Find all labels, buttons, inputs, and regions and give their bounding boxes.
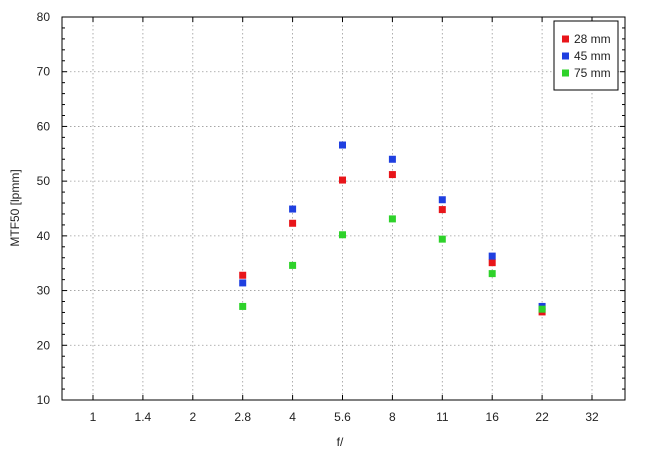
legend: 28 mm 45 mm 75 mm xyxy=(553,20,619,91)
x-tick-label: 5.6 xyxy=(334,410,351,424)
x-tick-label: 8 xyxy=(389,410,396,424)
x-tick-label: 2.8 xyxy=(234,410,251,424)
legend-label: 28 mm xyxy=(574,32,611,46)
legend-label: 75 mm xyxy=(574,66,611,80)
data-point xyxy=(339,231,346,239)
data-point xyxy=(388,215,396,223)
x-tick-label: 1 xyxy=(90,410,97,424)
legend-swatch xyxy=(562,69,569,77)
y-tick-label: 40 xyxy=(37,229,51,243)
data-point xyxy=(488,259,496,267)
data-point xyxy=(339,141,346,149)
data-point xyxy=(438,206,446,214)
data-point xyxy=(488,252,496,260)
data-point xyxy=(438,196,446,204)
data-points xyxy=(239,141,546,316)
data-point xyxy=(388,171,396,179)
data-point xyxy=(488,270,496,278)
data-point xyxy=(339,176,346,184)
y-tick-label: 10 xyxy=(37,393,51,407)
x-tick-label: 22 xyxy=(535,410,549,424)
legend-swatch xyxy=(562,35,569,43)
data-point xyxy=(289,261,297,269)
data-point xyxy=(239,302,247,310)
data-point xyxy=(388,155,396,163)
y-tick-label: 30 xyxy=(37,284,51,298)
x-tick-label: 16 xyxy=(486,410,500,424)
y-tick-label: 70 xyxy=(37,65,51,79)
x-tick-label: 1.4 xyxy=(135,410,152,424)
legend-label: 45 mm xyxy=(574,49,611,63)
y-tick-label: 50 xyxy=(37,174,51,188)
x-axis-title: f/ xyxy=(337,435,344,449)
y-tick-labels: 10 20 30 40 50 60 70 80 xyxy=(37,10,51,407)
plot-area xyxy=(62,17,625,400)
x-tick-labels: 1 1.4 2 2.8 4 5.6 8 11 16 22 32 xyxy=(90,410,599,424)
x-tick-label: 11 xyxy=(436,410,449,424)
x-tick-label: 32 xyxy=(585,410,599,424)
data-point xyxy=(239,279,247,287)
y-axis-title: MTF50 [lpmm] xyxy=(8,169,22,246)
y-tick-label: 60 xyxy=(37,119,51,133)
data-point xyxy=(239,271,247,279)
y-tick-label: 80 xyxy=(37,10,51,24)
x-tick-label: 2 xyxy=(189,410,196,424)
data-point xyxy=(538,305,546,313)
y-tick-label: 20 xyxy=(37,338,51,352)
plot-frame xyxy=(61,16,626,401)
legend-swatch xyxy=(562,52,569,60)
data-point xyxy=(289,205,297,213)
data-point xyxy=(438,235,446,243)
data-point xyxy=(289,219,297,227)
x-tick-label: 4 xyxy=(289,410,296,424)
